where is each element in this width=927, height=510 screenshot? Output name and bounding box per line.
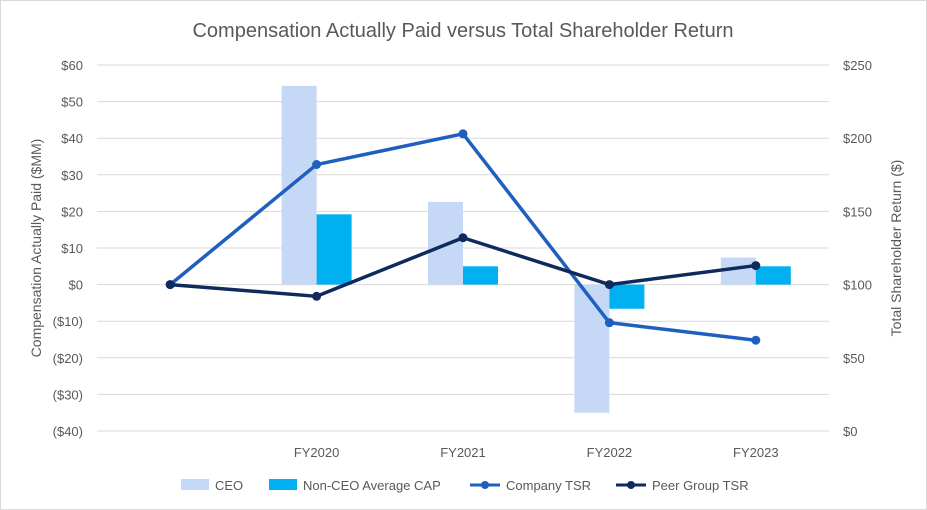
- bar-non-ceo-average-cap: [755, 266, 791, 285]
- right-tick-label: $0: [843, 424, 857, 439]
- bar-ceo: [574, 284, 610, 413]
- legend-marker-company-tsr: [481, 481, 489, 489]
- point-peer-group-tsr: [312, 291, 322, 301]
- legend-label-ceo: CEO: [215, 478, 243, 493]
- point-company-tsr: [458, 129, 468, 139]
- bar-non-ceo-average-cap: [316, 214, 352, 285]
- legend-label-peer-group-tsr: Peer Group TSR: [652, 478, 749, 493]
- left-tick-label: ($20): [53, 351, 83, 366]
- x-axis-ticks: FY2020 FY2021 FY2022 FY2023: [294, 445, 779, 460]
- legend-marker-peer-group-tsr: [627, 481, 635, 489]
- right-axis-title: Total Shareholder Return ($): [888, 160, 904, 337]
- point-company-tsr: [751, 335, 761, 345]
- legend-label-non-ceo-average-cap: Non-CEO Average CAP: [303, 478, 441, 493]
- left-tick-label: $30: [61, 168, 83, 183]
- right-axis-ticks: $250 $200 $150 $100 $50 $0: [843, 58, 872, 439]
- bars: [281, 85, 791, 413]
- left-tick-label: $50: [61, 95, 83, 110]
- point-company-tsr: [312, 160, 322, 170]
- left-tick-label: ($10): [53, 314, 83, 329]
- left-tick-label: ($30): [53, 387, 83, 402]
- left-tick-label: $10: [61, 241, 83, 256]
- left-axis-title: Compensation Actually Paid ($MM): [28, 139, 44, 358]
- bar-non-ceo-average-cap: [463, 266, 498, 285]
- right-tick-label: $50: [843, 351, 865, 366]
- lines: [165, 129, 761, 345]
- point-peer-group-tsr: [604, 280, 614, 290]
- x-tick-label: FY2021: [440, 445, 486, 460]
- right-tick-label: $200: [843, 131, 872, 146]
- left-tick-label: $60: [61, 58, 83, 73]
- legend-swatch-non-ceo-average-cap: [269, 479, 297, 490]
- x-tick-label: FY2023: [733, 445, 779, 460]
- left-axis-ticks: $60 $50 $40 $30 $20 $10 $0 ($10) ($20) ($30) ($40): [53, 58, 83, 439]
- point-peer-group-tsr: [458, 233, 468, 243]
- bar-non-ceo-average-cap: [609, 284, 645, 309]
- right-tick-label: $250: [843, 58, 872, 73]
- right-tick-label: $100: [843, 278, 872, 293]
- legend-swatch-ceo: [181, 479, 209, 490]
- point-company-tsr: [604, 318, 614, 328]
- legend: CEO Non-CEO Average CAP Company TSR Peer Gr…: [181, 478, 749, 493]
- legend-label-company-tsr: Company TSR: [506, 478, 591, 493]
- bar-ceo: [281, 85, 317, 285]
- point-peer-group-tsr: [751, 261, 761, 271]
- left-tick-label: ($40): [53, 424, 83, 439]
- point-peer-group-tsr: [165, 280, 175, 290]
- left-tick-label: $40: [61, 131, 83, 146]
- x-tick-label: FY2022: [587, 445, 633, 460]
- x-tick-label: FY2020: [294, 445, 340, 460]
- left-tick-label: $20: [61, 204, 83, 219]
- right-tick-label: $150: [843, 204, 872, 219]
- chart-title: Compensation Actually Paid versus Total …: [192, 20, 733, 42]
- left-tick-label: $0: [69, 278, 83, 293]
